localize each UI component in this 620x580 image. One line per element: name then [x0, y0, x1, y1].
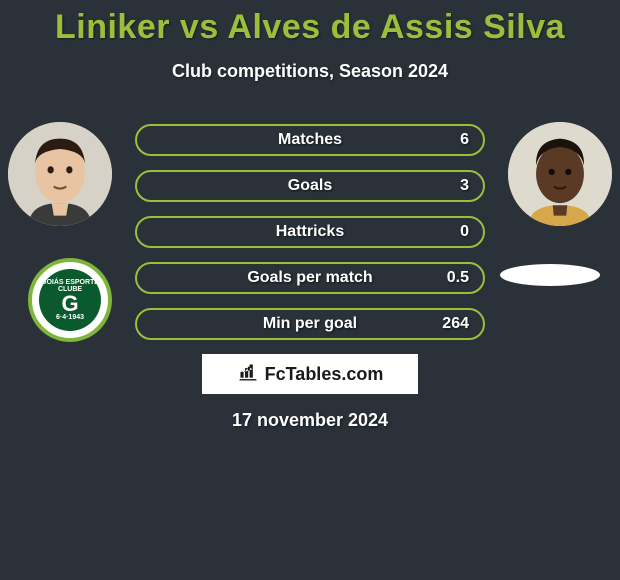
club-letter: G: [61, 294, 78, 314]
subtitle: Club competitions, Season 2024: [0, 61, 620, 82]
stat-row-hattricks: Hattricks 0: [135, 216, 485, 248]
stat-label: Hattricks: [276, 223, 344, 241]
club-text-top: GOIÁS ESPORTE: [41, 279, 99, 287]
stat-row-goals: Goals 3: [135, 170, 485, 202]
player-right-avatar: [508, 122, 612, 226]
source-badge: FcTables.com: [202, 354, 418, 394]
player-left-avatar: [8, 122, 112, 226]
stat-row-goals-per-match: Goals per match 0.5: [135, 262, 485, 294]
page-title: Liniker vs Alves de Assis Silva: [0, 0, 620, 47]
comparison-panel: GOIÁS ESPORTE CLUBE G 6·4·1943 Matches 6…: [0, 122, 620, 431]
stat-bars: Matches 6 Goals 3 Hattricks 0 Goals per …: [135, 122, 485, 340]
stat-value-right: 264: [442, 315, 469, 333]
stat-value-right: 6: [460, 131, 469, 149]
player-left-club-badge: GOIÁS ESPORTE CLUBE G 6·4·1943: [28, 258, 112, 342]
stat-value-right: 3: [460, 177, 469, 195]
chart-icon: [237, 361, 259, 388]
stat-value-right: 0: [460, 223, 469, 241]
stat-label: Goals: [288, 177, 332, 195]
club-text-bottom: 6·4·1943: [56, 314, 84, 322]
stat-label: Matches: [278, 131, 342, 149]
stat-row-min-per-goal: Min per goal 264: [135, 308, 485, 340]
date-text: 17 november 2024: [0, 410, 620, 431]
source-text: FcTables.com: [265, 364, 384, 385]
stat-label: Min per goal: [263, 315, 357, 333]
stat-row-matches: Matches 6: [135, 124, 485, 156]
stat-value-right: 0.5: [447, 269, 469, 287]
stat-label: Goals per match: [247, 269, 372, 287]
player-right-club-badge: [500, 264, 600, 286]
